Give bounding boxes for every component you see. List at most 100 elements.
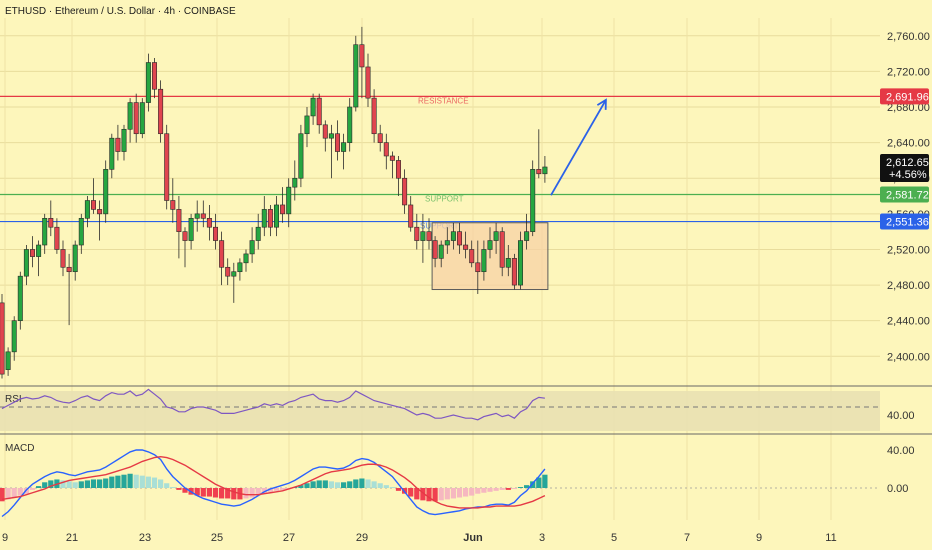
candle [0,293,5,379]
candle [182,227,188,268]
rsi-line [0,388,880,421]
level-label: SUPPORT [425,195,464,204]
candle-body [469,249,475,264]
macd-histogram-bar [420,488,426,501]
macd-histogram-bar [505,488,511,490]
candle-body [353,44,359,108]
candle [377,124,383,152]
price-tick-label: 2,680.00 [887,102,930,114]
candle-body [17,275,23,321]
macd-histogram-bar [438,488,444,501]
candle [60,240,66,277]
macd-histogram-bar [365,479,371,488]
chart-title: ETHUSD · Ethereum / U.S. Dollar · 4h · C… [5,6,236,17]
candle-body [408,204,414,228]
candle-body [54,226,60,250]
macd-histogram-bar [353,479,359,488]
macd-histogram-bar [456,488,463,498]
macd-histogram-bar [145,476,151,488]
candle [84,196,90,228]
candle-body [371,97,377,135]
candle [11,316,17,361]
level-price-tag [880,186,929,203]
candle-body [359,44,365,68]
candle-body [487,240,493,250]
level-label: RESISTANCE [418,96,469,105]
macd-histogram-bar [395,488,402,491]
macd-histogram-bar [389,487,395,488]
candle-body [170,200,176,210]
candle [481,240,487,281]
candle-body [517,240,523,286]
candle-body [298,133,304,179]
macd-histogram-bar [481,488,487,493]
price-tick-label: 2,440.00 [887,316,930,328]
macd-series [0,449,880,518]
candle-body [493,231,499,241]
macd-histogram-bar [84,480,90,488]
candle [158,80,164,143]
candle [475,240,481,294]
candle [511,253,517,290]
candle [133,93,139,143]
candle [536,129,542,179]
macd-histogram-bar [426,488,432,502]
macd-histogram-bar [127,473,133,488]
candle-body [267,209,273,228]
candle-body [164,133,170,201]
candle [408,196,414,232]
macd-histogram-bar [524,485,530,488]
macd-histogram-bar [334,482,341,488]
candle [389,151,395,179]
macd-histogram-bar [36,486,42,488]
macd-histogram-bar [298,485,304,488]
candle [347,98,353,152]
candle [78,213,84,254]
candle [145,53,151,112]
candle [200,200,206,228]
candle [219,231,225,286]
candle-body [200,213,206,219]
candle [493,222,499,254]
price-tick-label: 2,520.00 [887,244,930,256]
candle [402,169,408,214]
macd-histogram-bar [194,488,200,496]
candle-body [420,231,426,241]
macd-histogram-bar [182,488,188,493]
macd-histogram-bar [42,482,48,488]
candle [414,213,420,250]
macd-histogram-bar [267,488,273,492]
candle-body [5,351,11,370]
macd-histogram-bar [121,474,127,488]
candle-body [194,213,200,219]
candle [310,93,316,125]
macd-histogram-bar [280,488,286,490]
candle-body [243,253,249,264]
macd-histogram-bar [231,488,237,500]
candle-body [377,133,383,143]
time-tick-label: 23 [139,532,151,544]
macd-histogram-bar [261,488,267,494]
candle-body [316,97,322,126]
candle [365,53,371,108]
time-tick-label: 9 [2,532,8,544]
macd-histogram-bar [151,477,158,488]
time-tick-label: 3 [539,532,545,544]
candle-body [414,226,420,241]
macd-histogram-bar [273,488,280,491]
candle [121,124,127,161]
candle-body [322,124,328,139]
time-tick-label: 9 [756,532,762,544]
level-price-tag-label: 2,691.96 [886,91,929,103]
time-axis: 9 21 23 25 27 29 Jun 3 5 7 9 11 [2,532,837,544]
candle-body [383,142,389,157]
macd-histogram-bar [493,488,499,491]
candle-body [158,88,164,135]
candle-body [29,249,35,257]
macd-histogram-bar [17,488,23,496]
macd-histogram-bar [444,488,450,500]
level-price-tag [880,88,929,105]
candle [456,222,462,254]
candle-body [206,218,212,228]
